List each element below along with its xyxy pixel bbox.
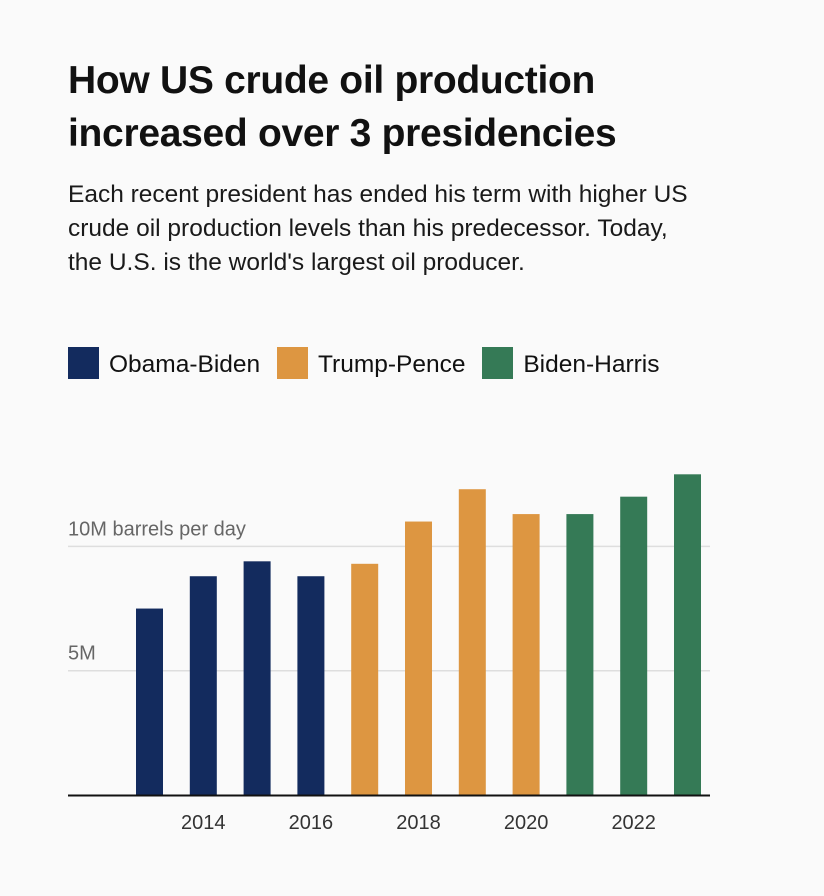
legend-item-trump-pence: Trump-Pence (276, 347, 466, 379)
bar-2022 (620, 496, 648, 795)
legend-swatch (482, 347, 514, 379)
legend-label: Biden-Harris (523, 351, 660, 378)
y-tick-label: 5M (68, 643, 96, 665)
x-tick-label: 2022 (611, 812, 656, 834)
chart-subtitle: Each recent president has ended his term… (68, 181, 688, 276)
bar-2013 (136, 608, 163, 795)
x-tick-label: 2020 (504, 812, 549, 834)
bar-2015 (243, 561, 271, 795)
bar-2016 (297, 576, 325, 795)
legend-label: Trump-Pence (317, 351, 466, 378)
legend-swatch (68, 347, 99, 379)
x-tick-label: 2014 (181, 812, 226, 834)
bar-2019 (458, 489, 486, 795)
bar-2020 (512, 514, 540, 795)
x-tick-label: 2018 (396, 812, 441, 834)
legend-item-biden-harris: Biden-Harris (482, 347, 660, 379)
bar-2017 (351, 563, 379, 795)
bar-2021 (566, 514, 594, 795)
bar-2018 (405, 521, 432, 795)
bar-2014 (189, 576, 217, 795)
legend: Obama-Biden Trump-Pence Biden-Harris (68, 347, 688, 381)
bar-2023 (674, 474, 701, 795)
legend-swatch (276, 347, 308, 379)
chart-title: How US crude oil production increased ov… (68, 59, 617, 155)
legend-item-obama-biden: Obama-Biden (68, 347, 261, 379)
legend-label: Obama-Biden (109, 351, 261, 378)
x-tick-label: 2016 (289, 812, 334, 834)
y-tick-label: 10M barrels per day (68, 518, 246, 540)
